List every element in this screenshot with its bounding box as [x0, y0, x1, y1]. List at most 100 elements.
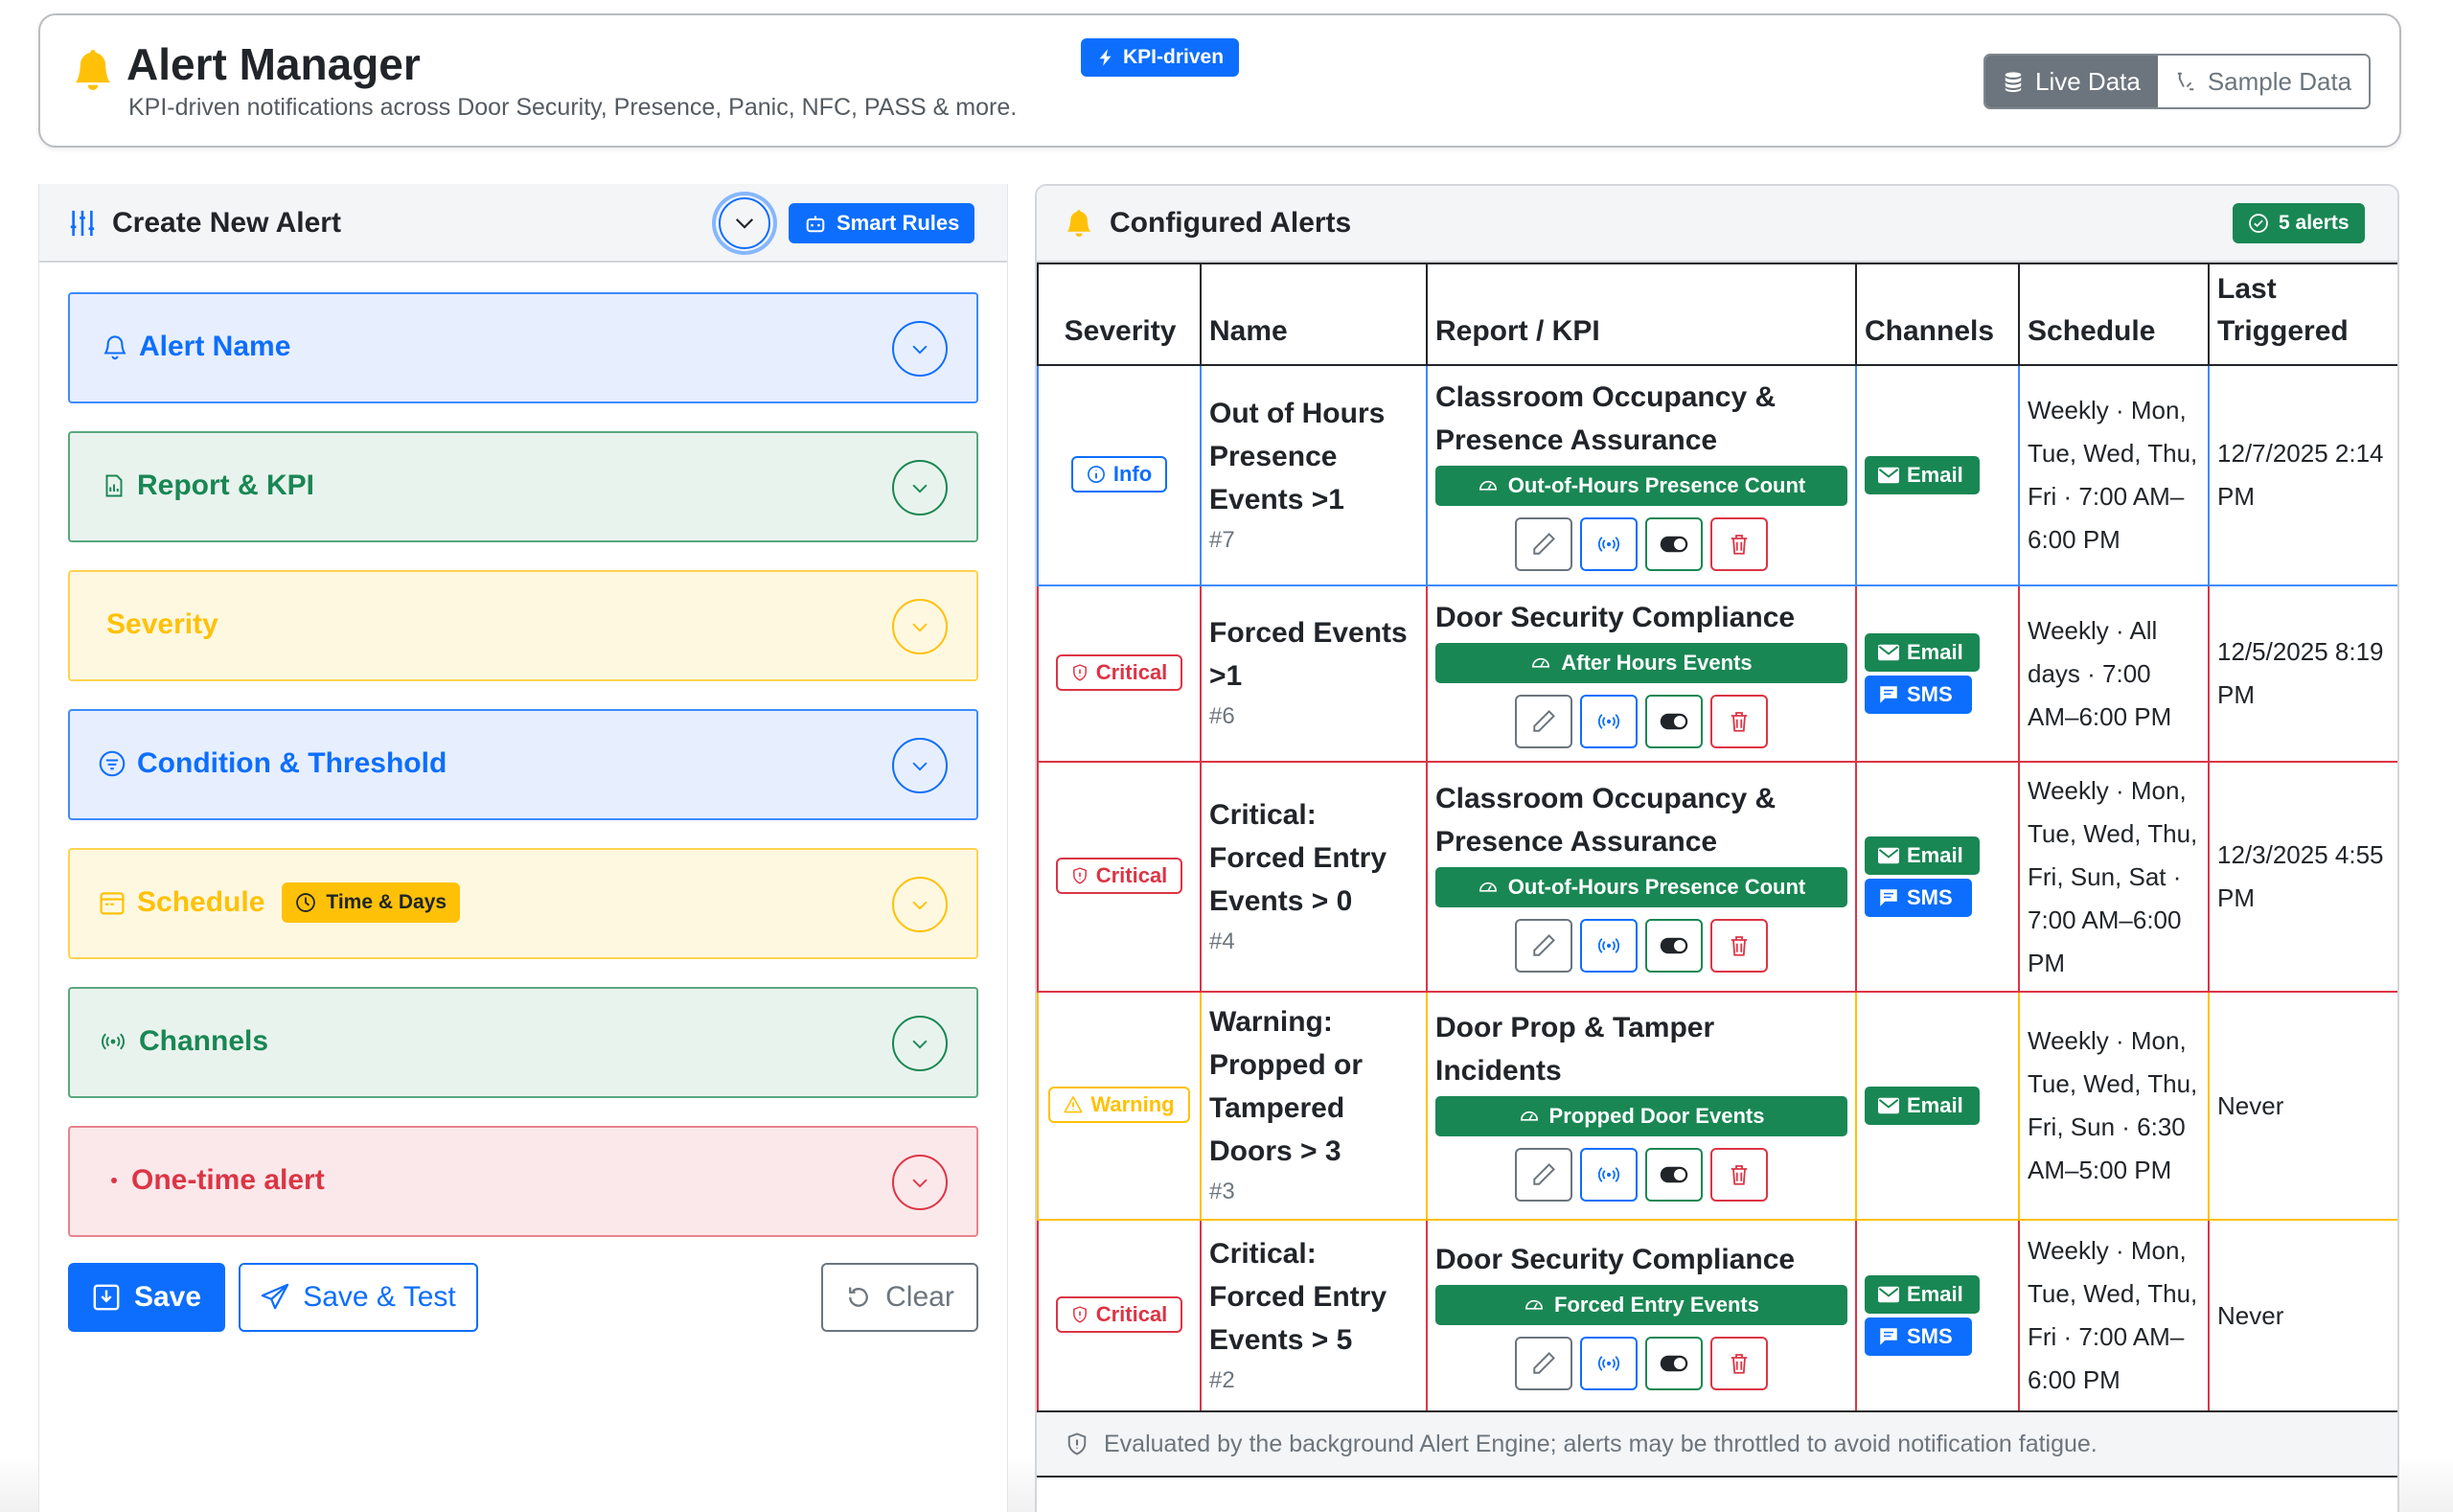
test-button[interactable]: [1580, 919, 1638, 973]
table-header-row: Severity Name Report / KPI Channels Sche…: [1037, 263, 2397, 366]
test-button[interactable]: [1580, 517, 1638, 571]
severity-cell: Info: [1037, 364, 1202, 586]
alert-name: Out of Hours Presence Events >1: [1209, 397, 1386, 515]
expand-button[interactable]: [892, 1155, 948, 1210]
toggle-button[interactable]: [1645, 919, 1703, 973]
filter-icon: [99, 750, 126, 777]
configured-alerts-panel: Configured Alerts 5 alerts Severity Name…: [1035, 184, 2399, 1512]
collapse-all-button[interactable]: [712, 192, 777, 255]
channel-label: Email: [1907, 1282, 1963, 1306]
channels-cell: Email: [1855, 991, 2020, 1221]
kpi-driven-label: KPI-driven: [1123, 46, 1225, 68]
alert-name: Critical: Forced Entry Events > 0: [1209, 798, 1387, 917]
delete-button[interactable]: [1710, 1336, 1768, 1390]
toggle-button[interactable]: [1645, 1336, 1703, 1390]
warning-icon: [1064, 1095, 1083, 1112]
bell-icon: [1066, 209, 1091, 237]
create-alert-title: Create New Alert: [112, 207, 341, 239]
table-row: Critical Critical: Forced Entry Events >…: [1037, 1219, 2397, 1412]
kpi-driven-badge: KPI-driven: [1081, 38, 1240, 77]
alert-name: Critical: Forced Entry Events > 5: [1209, 1237, 1387, 1356]
kpi-badge: Out-of-Hours Presence Count: [1435, 867, 1847, 907]
save-and-test-button[interactable]: Save & Test: [239, 1263, 478, 1332]
alert-id: #4: [1209, 928, 1235, 954]
page-header: Alert Manager KPI-driven notifications a…: [38, 13, 2401, 148]
delete-button[interactable]: [1710, 517, 1768, 571]
smart-rules-button[interactable]: Smart Rules: [789, 203, 975, 243]
live-data-button[interactable]: Live Data: [1985, 56, 2158, 107]
table-row: Critical Forced Events >1 #6 Door Securi…: [1037, 584, 2397, 763]
row-actions: [1435, 1336, 1847, 1390]
severity-badge: Info: [1070, 455, 1168, 493]
report-name: Door Prop & Tamper Incidents: [1435, 1012, 1715, 1087]
toggle-button[interactable]: [1645, 517, 1703, 571]
toggle-on-icon: [1660, 1166, 1688, 1183]
schedule-cell: Weekly · Mon, Tue, Wed, Thu, Fri, Sun, S…: [2018, 761, 2210, 993]
sample-data-button[interactable]: Sample Data: [2157, 56, 2370, 107]
expand-button[interactable]: [892, 738, 948, 793]
report-name: Door Security Compliance: [1435, 601, 1796, 633]
column-header: Channels: [1855, 263, 2020, 366]
channels-cell: Email SMS: [1855, 1219, 2020, 1412]
footer-note: Evaluated by the background Alert Engine…: [1104, 1430, 2098, 1457]
edit-button[interactable]: [1515, 694, 1572, 748]
gauge-icon: [1520, 1111, 1538, 1121]
severity-cell: Critical: [1037, 761, 1202, 993]
chat-icon: [1880, 686, 1897, 703]
section-report-kpi[interactable]: Report & KPI: [68, 431, 978, 542]
expand-button[interactable]: [892, 460, 948, 515]
test-button[interactable]: [1580, 1148, 1638, 1202]
section-schedule[interactable]: Schedule Time & Days: [68, 848, 978, 959]
alerts-table: Severity Name Report / KPI Channels Sche…: [1037, 263, 2397, 1412]
toggle-button[interactable]: [1645, 1148, 1703, 1202]
sms-channel-badge: SMS: [1865, 879, 1972, 917]
chevron-down-icon: [912, 901, 928, 910]
section-alert-name[interactable]: Alert Name: [68, 292, 978, 403]
configured-alerts-header: Configured Alerts 5 alerts: [1037, 186, 2397, 263]
toggle-button[interactable]: [1645, 694, 1703, 748]
trash-icon: [1731, 535, 1748, 555]
last-triggered-text: 12/3/2025 4:55 PM: [2217, 840, 2384, 912]
expand-button[interactable]: [892, 321, 948, 377]
report-cell: Door Security Compliance After Hours Eve…: [1426, 584, 1857, 763]
email-channel-badge: Email: [1865, 456, 1980, 494]
edit-button[interactable]: [1515, 919, 1572, 973]
section-one-time-alert[interactable]: One-time alert: [68, 1126, 978, 1237]
expand-button[interactable]: [892, 599, 948, 654]
save-label: Save: [133, 1281, 202, 1313]
channel-label: Email: [1907, 640, 1963, 664]
column-header: Severity: [1037, 263, 1202, 366]
delete-button[interactable]: [1710, 919, 1768, 973]
edit-button[interactable]: [1515, 1148, 1572, 1202]
section-channels[interactable]: Channels: [68, 987, 978, 1098]
trash-icon: [1731, 936, 1748, 956]
clear-button[interactable]: Clear: [821, 1263, 978, 1332]
envelope-icon: [1878, 1286, 1899, 1303]
alerts-count-badge: 5 alerts: [2233, 203, 2365, 243]
expand-button[interactable]: [892, 877, 948, 932]
edit-button[interactable]: [1515, 1336, 1572, 1390]
section-condition-threshold[interactable]: Condition & Threshold: [68, 709, 978, 820]
name-cell: Critical: Forced Entry Events > 0 #4: [1200, 761, 1428, 993]
delete-button[interactable]: [1710, 694, 1768, 748]
edit-button[interactable]: [1515, 517, 1572, 571]
severity-badge: Warning: [1048, 1086, 1190, 1123]
alert-name: Forced Events >1: [1209, 617, 1408, 692]
section-label: Channels: [139, 1025, 269, 1057]
expand-button[interactable]: [892, 1016, 948, 1071]
alerts-count-label: 5 alerts: [2279, 212, 2350, 234]
channel-label: SMS: [1907, 682, 1953, 706]
channel-label: SMS: [1907, 885, 1953, 909]
test-button[interactable]: [1580, 694, 1638, 748]
section-label: Alert Name: [139, 331, 291, 362]
pencil-icon: [1533, 1163, 1555, 1185]
test-button[interactable]: [1580, 1336, 1638, 1390]
section-severity[interactable]: Severity: [68, 570, 978, 681]
gauge-icon: [1479, 882, 1497, 892]
save-button[interactable]: Save: [68, 1263, 225, 1332]
clear-label: Clear: [885, 1281, 954, 1313]
schedule-text: Weekly · Mon, Tue, Wed, Thu, Fri, Sun · …: [2028, 1026, 2198, 1184]
sample-data-label: Sample Data: [2207, 66, 2352, 96]
delete-button[interactable]: [1710, 1148, 1768, 1202]
severity-badge: Critical: [1055, 1295, 1183, 1333]
